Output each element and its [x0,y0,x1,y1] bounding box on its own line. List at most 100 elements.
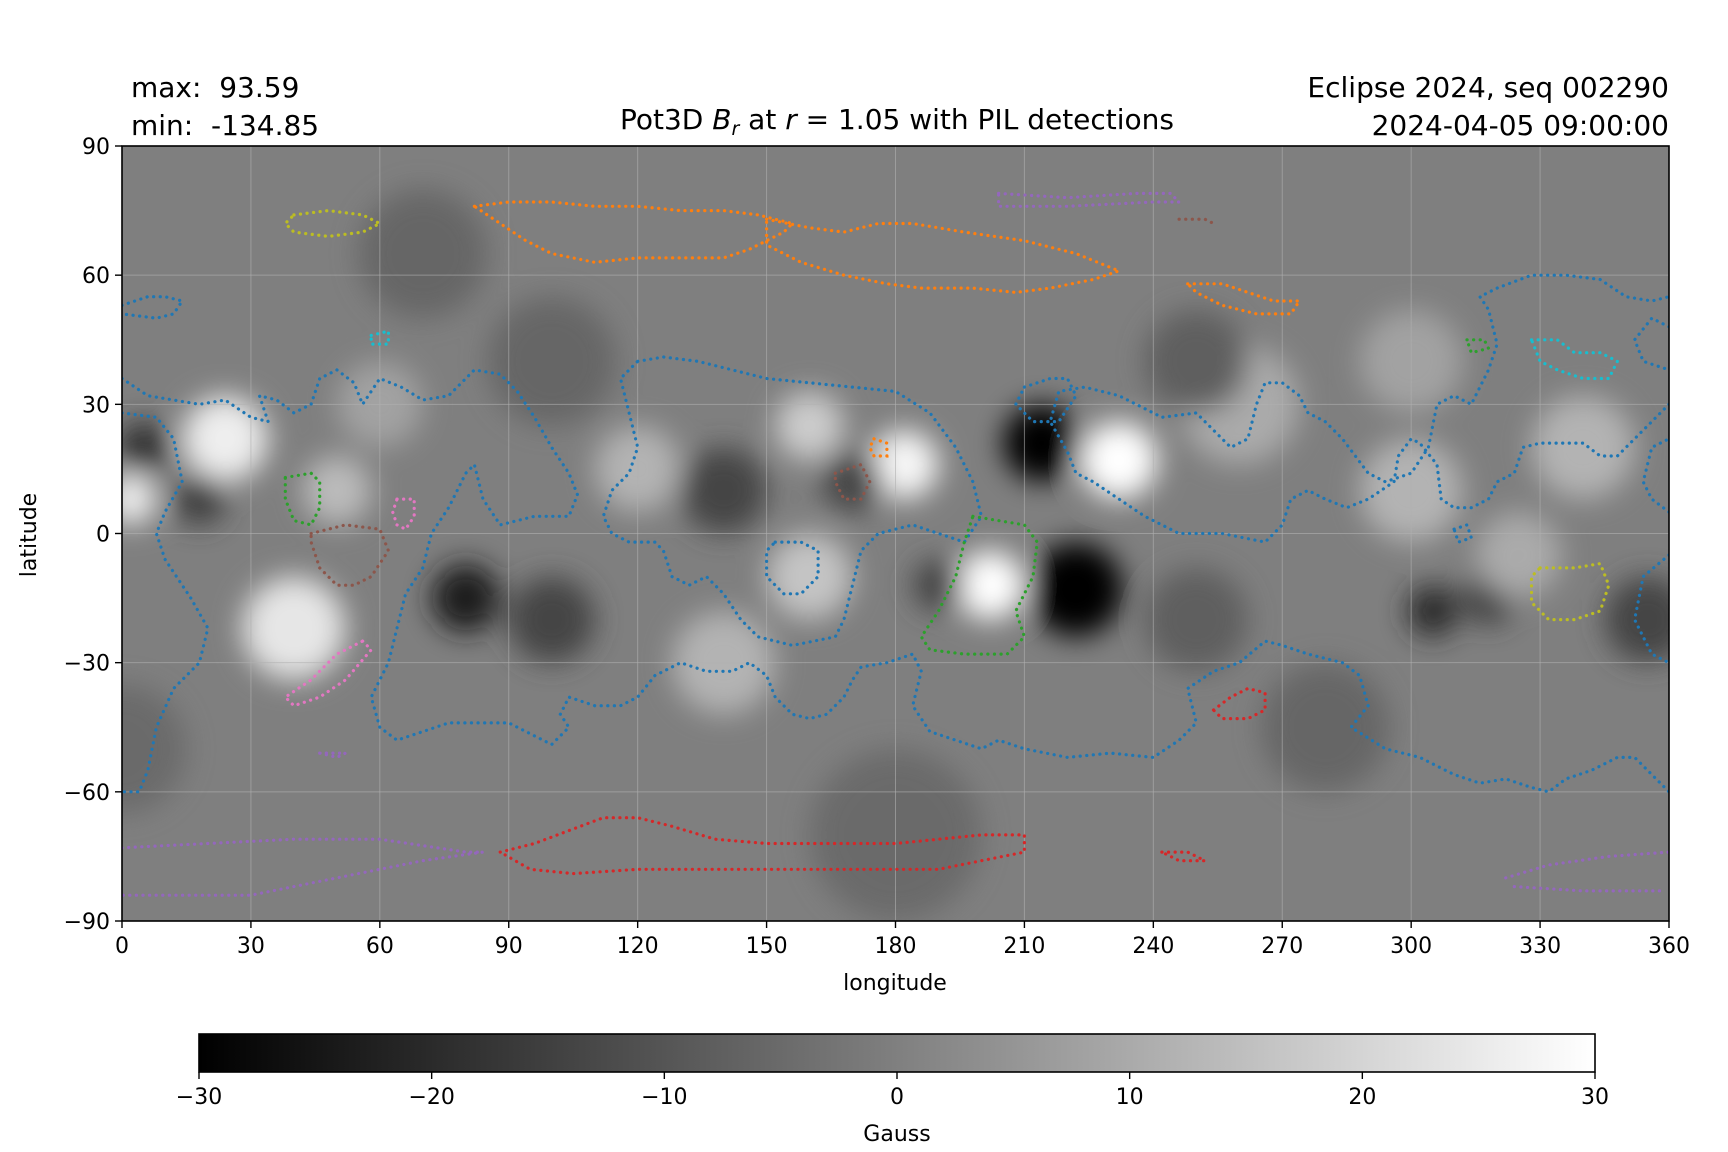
pil-contour-20 [1160,850,1206,863]
title-subscript: r [731,118,740,140]
field-blob-31 [1144,309,1248,413]
field-blob-10 [122,421,170,474]
field-blob-8 [431,563,501,633]
x-tick-label-11: 330 [1519,934,1561,959]
title-prefix: Pot3D [620,103,712,136]
x-tick-label-6: 180 [875,934,917,959]
title-rest: = 1.05 with PIL detections [797,103,1174,136]
field-blob-25 [1475,512,1562,598]
y-tick-label-4: −30 [64,652,110,677]
pil-contour-19 [1211,686,1267,721]
pil-contour-22 [997,191,1183,208]
pil-contour-7 [1641,437,1669,514]
pil-contour-26 [309,523,391,587]
x-tick-label-10: 300 [1390,934,1432,959]
colorbar-ticks: −30 −20 −10 0 10 20 30 [176,1072,1609,1110]
y-axis-label: latitude [17,493,42,577]
pil-contour-33 [369,329,390,346]
field-blob-6 [242,576,346,680]
x-tick-label-1: 30 [237,934,265,959]
x-tick-label-5: 150 [746,934,788,959]
pil-contour-31 [283,208,384,239]
pil-contour-12 [765,217,1124,295]
colorbar-tick-label-2: −10 [641,1085,687,1110]
pil-contour-5 [765,540,820,596]
colorbar-label: Gauss [863,1122,930,1147]
field-blob-9 [508,576,595,663]
pil-contour-21 [122,837,484,897]
pil-contour-3 [122,295,185,320]
pil-contours [122,191,1669,897]
pil-contour-29 [391,497,416,532]
y-tick-label-1: 60 [82,264,110,289]
field-blob-34 [358,189,488,319]
pil-contour-25 [318,751,347,760]
x-tick-label-8: 240 [1132,934,1174,959]
pil-contour-16 [919,514,1039,656]
min-value-label: min: -134.85 [131,109,319,142]
field-blob-13 [822,451,883,512]
y-tick-label-2: 30 [82,393,110,418]
pil-contour-30 [282,639,374,708]
field-blob-4 [869,430,939,499]
pil-contour-0 [122,411,210,794]
field-blob-0 [1028,542,1124,637]
x-tick-label-9: 270 [1261,934,1303,959]
colorbar-tick-label-3: 0 [890,1085,904,1110]
x-tick-label-3: 90 [495,934,523,959]
chart-title: Pot3D Br at r = 1.05 with PIL detections [620,103,1174,140]
pil-contour-14 [867,437,889,458]
x-tick-label-0: 0 [115,934,129,959]
field-blob-30 [487,296,617,426]
pil-contour-32 [1529,561,1611,622]
pil-contour-2 [1048,273,1669,544]
y-tick-label-0: 90 [82,135,110,160]
colorbar: −30 −20 −10 0 10 20 30 Gauss [176,1033,1609,1147]
field-blob-17 [775,391,844,461]
grid-lines [122,146,1669,921]
y-axis: 90 60 30 0 −30 −60 −90 [64,135,122,935]
x-tick-label-12: 360 [1648,934,1690,959]
title-radius: r [785,103,798,136]
field-blob-2 [1080,421,1158,499]
field-blob-22 [1406,585,1459,637]
field-blob-24 [1604,576,1669,663]
title-variable: B [712,103,731,136]
y-tick-label-5: −60 [64,781,110,806]
y-tick-label-3: 0 [96,523,110,548]
x-axis: 0 30 60 90 120 150 180 210 240 270 300 330 360 [115,921,1690,959]
colorbar-tick-label-6: 30 [1581,1085,1609,1110]
pil-contour-4 [601,355,984,648]
field-blob-12 [680,447,767,534]
field-blob-1 [1002,404,1081,482]
x-tick-label-4: 120 [617,934,659,959]
field-blob-26 [912,559,965,611]
colorbar-tick-label-1: −20 [408,1085,454,1110]
max-value-label: max: 93.59 [131,71,299,104]
colorbar-tick-label-0: −30 [176,1085,222,1110]
field-blob-11 [173,473,226,525]
pil-contour-6 [1013,376,1078,424]
colorbar-gradient [198,1033,1596,1073]
pil-contour-27 [833,462,872,501]
x-tick-label-2: 60 [366,934,394,959]
pil-contour-18 [498,816,1026,876]
pil-contour-10 [1452,522,1474,545]
field-blob-29 [1260,662,1390,792]
field-blob-27 [1144,568,1248,672]
field-blob-7 [122,473,157,525]
colorbar-tick-label-4: 10 [1116,1085,1144,1110]
colorbar-tick-label-5: 20 [1348,1085,1376,1110]
field-blob-32 [122,684,187,814]
x-tick-label-7: 210 [1003,934,1045,959]
pil-contour-9 [1632,316,1669,372]
field-blob-21 [1531,395,1635,499]
field-blob-5 [182,395,269,482]
heatmap-area [122,146,1669,921]
date-label: 2024-04-05 09:00:00 [1372,109,1669,142]
field-blob-14 [766,533,853,620]
x-axis-label: longitude [843,971,947,996]
field-blob-18 [302,456,372,525]
pil-contour-1 [122,368,1669,794]
